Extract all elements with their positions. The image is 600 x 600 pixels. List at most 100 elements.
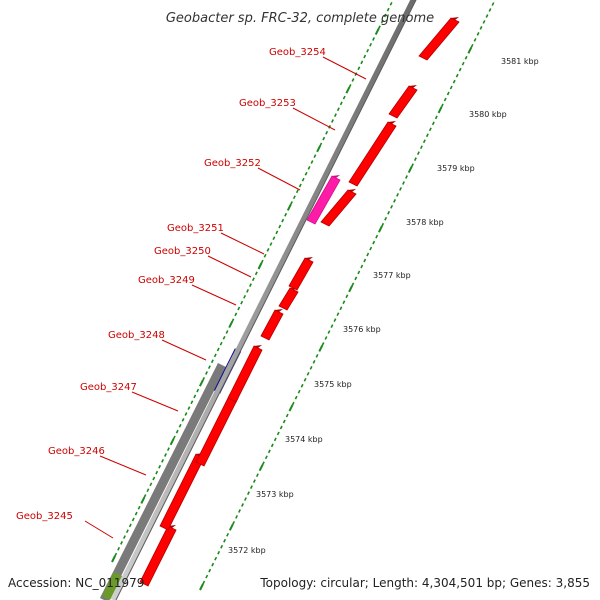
gene-leader-line <box>292 107 336 131</box>
gene-leader-line <box>322 56 367 80</box>
inner-tick-dot <box>278 224 282 229</box>
outer-tick-dot <box>416 151 420 156</box>
outer-tick-dot <box>446 91 450 96</box>
gene-arrow[interactable] <box>306 175 341 225</box>
gene-arrow[interactable] <box>348 121 397 187</box>
inner-tick-dot <box>219 341 223 346</box>
gene-label[interactable]: Geob_3252 <box>204 158 261 169</box>
inner-tick-dot <box>169 438 175 446</box>
inner-tick-dot <box>134 511 138 516</box>
gene-leader-line <box>99 455 147 476</box>
outer-tick-dot <box>479 26 483 30</box>
kbp-tick-label: 3573 kbp <box>256 490 294 499</box>
gene-label[interactable]: Geob_3246 <box>48 446 105 457</box>
inner-tick-dot <box>386 7 390 12</box>
gene-label[interactable]: Geob_3247 <box>80 382 137 393</box>
inner-tick-dot <box>137 505 141 510</box>
inner-tick-dot <box>286 203 292 211</box>
inner-tick-dot <box>123 535 126 539</box>
outer-tick-dot <box>476 32 480 36</box>
outer-tick-dot <box>264 455 268 460</box>
outer-tick-dot <box>413 157 417 161</box>
inner-tick-dot <box>310 160 314 164</box>
inner-tick-dot <box>114 552 118 557</box>
inner-tick-dot <box>152 476 156 481</box>
inner-tick-dot <box>333 113 337 117</box>
outer-tick-dot <box>228 523 234 531</box>
outer-tick-dot <box>214 556 218 561</box>
inner-tick-dot <box>342 95 346 100</box>
inner-tick-dot <box>325 130 329 135</box>
inner-tick-dot <box>131 517 135 522</box>
gene-arrow[interactable] <box>418 17 460 61</box>
kbp-tick-label: 3574 kbp <box>285 435 323 444</box>
map-title: Geobacter sp. FRC-32, complete genome <box>166 11 434 26</box>
inner-tick-dot <box>304 171 308 176</box>
gene-label[interactable]: Geob_3254 <box>269 47 326 58</box>
gene-arrow[interactable] <box>139 525 177 587</box>
outer-tick-dot <box>336 312 340 317</box>
outer-tick-dot <box>235 515 238 519</box>
gene-leader-line <box>191 284 237 306</box>
gene-arrow[interactable] <box>288 257 314 291</box>
outer-tick-dot <box>208 568 212 573</box>
outer-tick-dot <box>205 574 209 579</box>
inner-tick-dot <box>172 435 176 440</box>
inner-tick-dot <box>117 546 121 551</box>
kbp-tick-label: 3580 kbp <box>469 110 507 119</box>
gene-leader-line <box>220 232 265 255</box>
inner-tick-dot <box>301 177 305 182</box>
outer-tick-dot <box>473 37 477 42</box>
inner-tick-dot <box>205 371 208 375</box>
outer-tick-dot <box>279 425 283 430</box>
inner-tick-dot <box>213 353 217 358</box>
inner-tick-dot <box>254 271 258 276</box>
backbone-edge <box>115 0 417 600</box>
gene-arrow[interactable] <box>227 345 263 403</box>
inner-tick-dot <box>307 166 311 170</box>
gene-leader-line <box>257 167 301 191</box>
inner-tick-dot <box>275 230 279 235</box>
inner-tick-dot <box>284 212 288 217</box>
outer-tick-dot <box>378 225 383 233</box>
inner-tick-dot <box>322 136 326 141</box>
outer-tick-dot <box>232 521 236 525</box>
gene-label[interactable]: Geob_3245 <box>16 511 73 522</box>
outer-tick-dot <box>321 342 325 346</box>
gene-arrow[interactable] <box>278 287 299 311</box>
inner-tick-dot <box>120 541 124 545</box>
outer-tick-dot <box>470 43 474 48</box>
inner-tick-dot <box>196 388 200 393</box>
inner-tick-dot <box>240 300 244 305</box>
gene-arrow[interactable] <box>388 85 418 119</box>
outer-tick-dot <box>351 282 355 287</box>
outer-tick-dot <box>348 285 353 293</box>
backbone-line <box>110 0 416 600</box>
inner-tick-dot <box>339 101 343 106</box>
kbp-tick-label: 3575 kbp <box>314 380 352 389</box>
outer-tick-dot <box>419 145 423 150</box>
gene-label[interactable]: Geob_3251 <box>167 223 224 234</box>
gene-label[interactable]: Geob_3253 <box>239 98 296 109</box>
gene-arrow-tip <box>451 17 460 21</box>
outer-tick-dot <box>491 2 495 6</box>
inner-tick-dot <box>187 406 191 410</box>
inner-tick-dot <box>143 494 147 498</box>
outer-tick-dot <box>393 199 397 203</box>
outer-tick-dot <box>202 580 206 585</box>
gene-arrow[interactable] <box>260 309 284 341</box>
gene-arrow[interactable] <box>320 189 357 227</box>
outer-tick-dot <box>440 103 444 108</box>
inner-tick-dot <box>281 218 285 223</box>
inner-tick-dot <box>290 201 293 205</box>
gene-label-leaders <box>84 56 367 539</box>
gene-label[interactable]: Geob_3249 <box>138 275 195 286</box>
inner-tick-dot <box>199 379 204 387</box>
gene-label[interactable]: Geob_3248 <box>108 330 165 341</box>
inner-tick-dot <box>125 529 129 534</box>
inner-tick-dot <box>298 183 302 188</box>
gene-label[interactable]: Geob_3250 <box>154 246 211 257</box>
outer-tick-dot <box>425 133 429 138</box>
outer-tick-dot <box>381 222 385 227</box>
